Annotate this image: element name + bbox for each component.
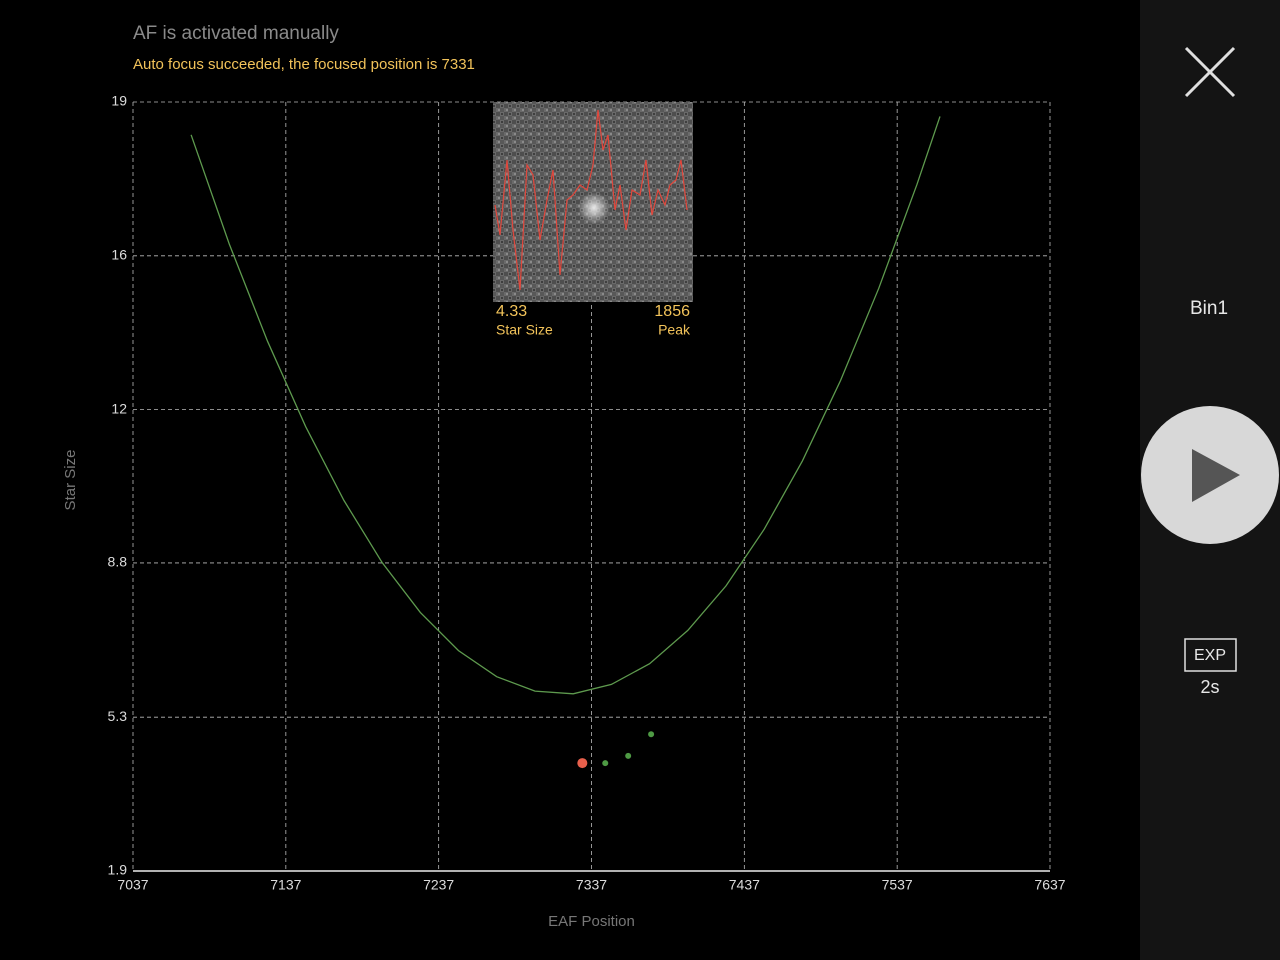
exposure-button[interactable]: EXP 2s [1184,638,1237,697]
close-button[interactable] [1175,40,1245,105]
x-tick-label: 7237 [423,877,454,893]
x-tick-label: 7537 [882,877,913,893]
star-profile [494,109,688,291]
play-button[interactable] [1141,406,1279,544]
binning-button[interactable]: Bin1 [1190,298,1228,319]
data-point [648,731,655,738]
data-point [602,760,609,767]
af-status: AF is activated manually [133,23,339,44]
af-message: Auto focus succeeded, the focused positi… [133,56,475,73]
x-tick-label: 7037 [117,877,148,893]
x-axis-label: EAF Position [548,913,635,930]
star-preview: 4.33 Star Size 1856 Peak [493,102,693,338]
star-size-value: 4.33 [496,303,527,320]
data-point [625,752,632,759]
x-tick-label: 7337 [576,877,607,893]
x-tick-label: 7137 [270,877,301,893]
y-tick-label: 1.9 [108,862,128,878]
exposure-value: 2s [1200,677,1219,697]
star-blob [578,192,610,224]
y-axis-label: Star Size [62,450,79,511]
peak-label: Peak [658,322,691,338]
data-point [577,758,588,769]
x-tick-label: 7437 [729,877,760,893]
y-tick-label: 12 [111,400,127,416]
star-size-label: Star Size [496,322,553,338]
y-tick-label: 16 [111,247,127,263]
x-tick-label: 7637 [1034,877,1065,893]
peak-value: 1856 [654,303,690,320]
y-tick-label: 8.8 [108,554,128,570]
fit-curve [190,116,941,695]
y-tick-label: 19 [111,93,127,109]
exposure-label: EXP [1194,647,1226,664]
y-tick-label: 5.3 [108,708,128,724]
